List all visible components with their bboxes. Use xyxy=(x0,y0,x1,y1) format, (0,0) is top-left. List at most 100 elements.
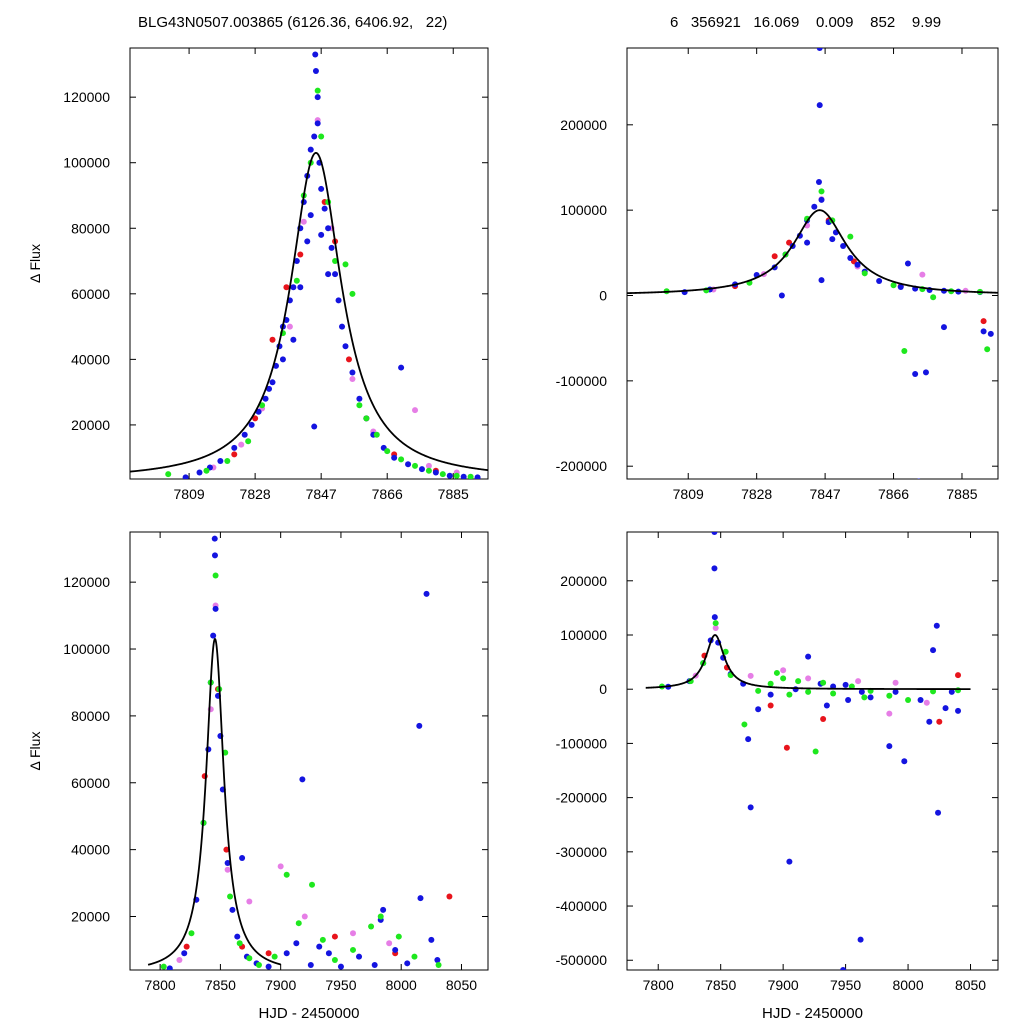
y-tick-label: 100000 xyxy=(63,641,110,657)
plot-frame xyxy=(129,47,489,480)
data-point-red xyxy=(269,336,276,343)
data-point-blue xyxy=(231,444,238,451)
data-point-green xyxy=(767,680,774,687)
data-points xyxy=(130,51,488,479)
data-point-violet xyxy=(425,462,432,469)
data-point-green xyxy=(309,881,316,888)
data-point-red xyxy=(265,950,272,957)
y-tick-label: -100000 xyxy=(556,373,608,389)
data-point-green xyxy=(722,648,729,655)
data-point-blue xyxy=(942,705,949,712)
data-point-blue xyxy=(290,336,297,343)
data-point-green xyxy=(342,261,349,268)
data-point-green xyxy=(795,678,802,685)
data-point-blue xyxy=(328,244,335,251)
data-point-violet xyxy=(246,898,253,905)
data-point-blue xyxy=(745,736,752,743)
y-tick-label: 100000 xyxy=(63,155,110,171)
lightcurve-header-params: 6 356921 16.069 0.009 852 9.99 xyxy=(670,14,942,31)
data-point-blue xyxy=(854,261,861,268)
x-tick-label: 7900 xyxy=(768,977,799,993)
data-point-violet xyxy=(780,667,787,674)
data-point-blue xyxy=(266,385,273,392)
data-point-red xyxy=(183,943,190,950)
data-point-green xyxy=(741,721,748,728)
data-point-blue xyxy=(711,614,718,621)
data-point-red xyxy=(297,251,304,258)
data-point-blue xyxy=(325,271,332,278)
data-point-green xyxy=(755,687,762,694)
data-point-blue xyxy=(416,722,423,729)
x-tick-label: 7828 xyxy=(240,486,271,502)
data-point-blue xyxy=(307,961,314,968)
data-point-red xyxy=(955,672,962,679)
data-point-blue xyxy=(980,328,987,335)
data-point-blue xyxy=(304,238,311,245)
data-point-blue xyxy=(711,532,718,535)
data-point-blue xyxy=(432,469,439,476)
data-point-red xyxy=(820,716,827,723)
data-point-green xyxy=(245,438,252,445)
data-point-blue xyxy=(948,688,955,695)
x-axis-label: HJD - 2450000 xyxy=(259,1005,360,1022)
data-point-blue xyxy=(474,474,481,479)
data-point-blue xyxy=(816,102,823,109)
data-point-green xyxy=(188,930,195,937)
data-point-blue xyxy=(371,961,378,968)
data-point-blue xyxy=(356,953,363,960)
data-points xyxy=(645,532,971,970)
data-point-blue xyxy=(314,94,321,101)
y-tick-label: 200000 xyxy=(560,573,607,589)
y-tick-label: 100000 xyxy=(560,202,607,218)
data-point-violet xyxy=(277,863,284,870)
y-tick-label: -300000 xyxy=(556,844,608,860)
data-point-blue xyxy=(196,469,203,476)
plot-frame xyxy=(626,531,999,971)
data-point-blue xyxy=(314,120,321,127)
x-tick-label: 8000 xyxy=(386,977,417,993)
data-point-green xyxy=(890,282,897,289)
data-point-blue xyxy=(262,395,269,402)
data-point-blue xyxy=(818,196,825,203)
data-point-green xyxy=(384,448,391,455)
data-point-blue xyxy=(428,936,435,943)
data-point-green xyxy=(425,467,432,474)
panel-p1: 7809 7828 7847 7866 7885 20000 40000 60000 80000… xyxy=(27,47,489,502)
data-point-blue xyxy=(234,933,241,940)
x-tick-label: 7950 xyxy=(325,977,356,993)
data-point-blue xyxy=(815,178,822,185)
x-tick-label: 7885 xyxy=(438,486,469,502)
data-point-blue xyxy=(917,697,924,704)
data-point-green xyxy=(435,961,442,968)
panel-p3: 7800 7850 7900 7950 8000 8050 20000 40000 60000 8… xyxy=(27,531,489,1022)
data-point-green xyxy=(356,402,363,409)
data-point-green xyxy=(395,933,402,940)
data-point-blue xyxy=(392,946,399,953)
data-point-blue xyxy=(321,205,328,212)
data-point-blue xyxy=(248,421,255,428)
data-point-green xyxy=(283,871,290,878)
data-point-green xyxy=(805,688,812,695)
data-point-blue xyxy=(318,185,325,192)
data-point-blue xyxy=(930,647,937,654)
data-point-blue xyxy=(312,67,319,74)
data-point-blue xyxy=(335,297,342,304)
data-point-blue xyxy=(391,454,398,461)
x-tick-label: 7850 xyxy=(705,977,736,993)
data-point-green xyxy=(861,694,868,701)
data-point-violet xyxy=(286,323,293,330)
data-point-green xyxy=(165,471,172,478)
data-point-blue xyxy=(845,697,852,704)
data-point-blue xyxy=(935,809,942,816)
y-tick-label: -500000 xyxy=(556,952,608,968)
data-point-green xyxy=(259,402,266,409)
x-tick-label: 7809 xyxy=(673,486,704,502)
data-point-blue xyxy=(311,133,318,140)
y-tick-label: 60000 xyxy=(71,775,110,791)
data-point-green xyxy=(412,462,419,469)
data-point-green xyxy=(331,956,338,963)
data-point-violet xyxy=(349,376,356,383)
data-point-blue xyxy=(279,356,286,363)
data-point-blue xyxy=(786,858,793,865)
